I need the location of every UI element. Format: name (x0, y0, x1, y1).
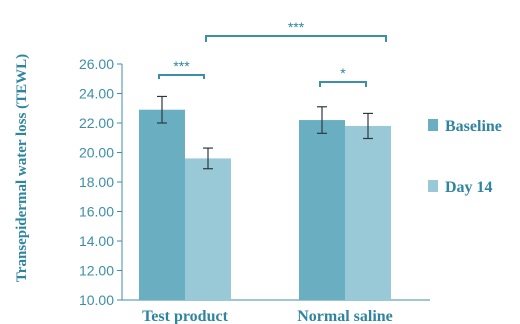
significance-label: * (340, 65, 346, 81)
y-tick-label: 20.00 (79, 145, 114, 161)
y-axis-label: Transepidermal water loss (TEWL) (14, 54, 30, 282)
significance-bracket (158, 74, 205, 79)
x-category-label: Test product (142, 308, 228, 324)
significance-bracket (319, 81, 367, 87)
bar-day-14 (185, 158, 231, 300)
y-tick-label: 22.00 (79, 115, 114, 131)
y-tick-label: 24.00 (79, 86, 114, 102)
significance-label: *** (173, 58, 190, 74)
y-tick-label: 12.00 (79, 263, 114, 279)
significance-bracket (205, 35, 387, 42)
y-tick-label: 10.00 (79, 292, 114, 308)
y-tick-label: 26.00 (79, 56, 114, 72)
legend-swatch (428, 119, 438, 131)
legend-label: Baseline (445, 118, 502, 135)
y-tick-label: 14.00 (79, 233, 114, 249)
significance-label: *** (288, 19, 305, 35)
legend-label: Day 14 (445, 179, 493, 196)
bar-day-14 (345, 125, 391, 300)
y-tick-label: 18.00 (79, 174, 114, 190)
bar-baseline (139, 109, 185, 300)
legend-swatch (428, 180, 438, 192)
bar-baseline (299, 120, 345, 300)
x-category-label: Normal saline (297, 308, 393, 324)
y-tick-label: 16.00 (79, 204, 114, 220)
